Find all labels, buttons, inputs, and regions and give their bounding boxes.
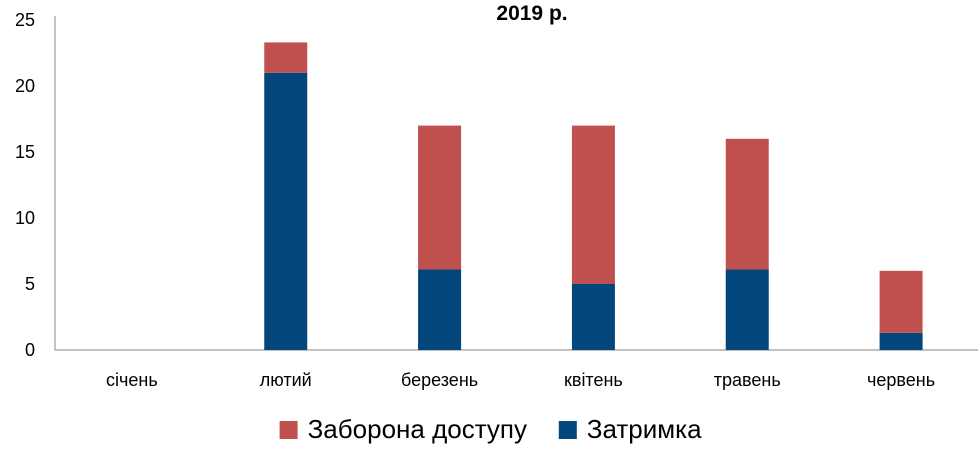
bar-zaborona-4 bbox=[725, 138, 769, 270]
legend-label-zaborona: Заборона доступу bbox=[308, 414, 527, 444]
legend-swatch-zaborona bbox=[279, 421, 298, 439]
x-tick-label: січень bbox=[106, 370, 158, 390]
legend-swatch-zatrymka bbox=[558, 421, 577, 439]
x-tick-label: березень bbox=[401, 370, 478, 390]
x-tick-label: червень bbox=[867, 370, 935, 390]
bar-zatrymka-2 bbox=[418, 269, 462, 350]
bar-zatrymka-4 bbox=[725, 269, 769, 350]
bar-zatrymka-1 bbox=[264, 72, 308, 351]
legend-label-zatrymka: Затримка bbox=[587, 414, 702, 444]
bar-zaborona-2 bbox=[418, 125, 462, 270]
y-tick-label: 5 bbox=[25, 274, 35, 294]
y-tick-label: 15 bbox=[15, 142, 35, 162]
bar-zaborona-3 bbox=[571, 125, 615, 284]
x-tick-label: травень bbox=[714, 370, 781, 390]
bar-zaborona-5 bbox=[879, 270, 923, 333]
y-tick-label: 20 bbox=[15, 76, 35, 96]
bar-zatrymka-3 bbox=[571, 284, 615, 350]
legend: Заборона доступу Затримка bbox=[279, 414, 702, 444]
y-tick-label: 10 bbox=[15, 208, 35, 228]
y-tick-label: 0 bbox=[25, 340, 35, 360]
bar-zatrymka-5 bbox=[879, 332, 923, 350]
y-tick-label: 25 bbox=[15, 10, 35, 30]
plot-area: 0 5 10 15 20 25 січень лютий березень квітень трав… bbox=[15, 10, 978, 390]
x-tick-label: квітень bbox=[564, 370, 623, 390]
bar-zaborona-1 bbox=[264, 42, 308, 73]
x-tick-label: лютий bbox=[260, 370, 312, 390]
chart-title: 2019 р. bbox=[496, 2, 567, 25]
